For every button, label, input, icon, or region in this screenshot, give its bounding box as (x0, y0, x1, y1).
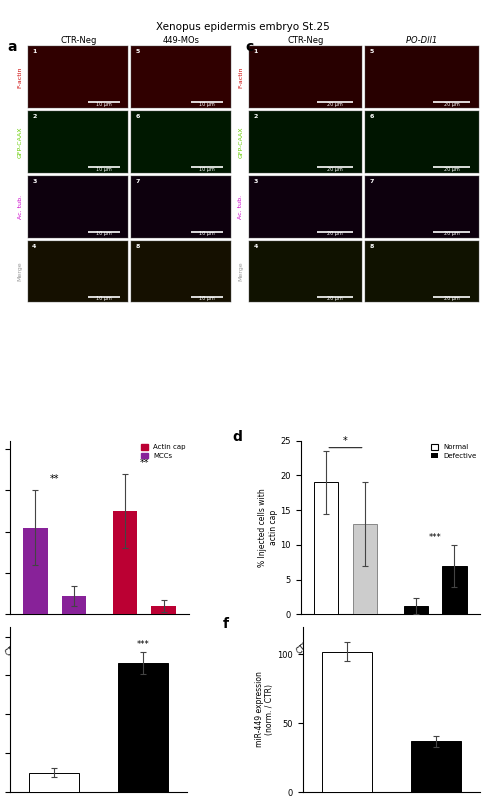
Text: 449-MOs: 449-MOs (42, 630, 74, 659)
Text: 1: 1 (32, 50, 36, 54)
Bar (151, 606, 175, 614)
Text: CTR-Neg: CTR-Neg (94, 630, 125, 658)
Text: 10 μm: 10 μm (96, 296, 112, 301)
Text: 5: 5 (369, 50, 373, 54)
Bar (314, 482, 338, 614)
Text: 4: 4 (32, 244, 36, 249)
Text: 3: 3 (32, 179, 36, 184)
Text: 10 μm: 10 μm (199, 231, 215, 236)
Bar (410, 741, 460, 792)
Text: **: ** (139, 458, 149, 468)
Text: PO-​Dll1: PO-​Dll1 (406, 36, 437, 45)
Text: PO-Dll1: PO-Dll1 (336, 628, 364, 654)
Text: 10 μm: 10 μm (199, 102, 215, 106)
Y-axis label: miR-449 expression
(norm. / CTR): miR-449 expression (norm. / CTR) (255, 671, 274, 747)
Text: ***: *** (428, 533, 441, 542)
Bar (403, 606, 427, 614)
Text: d: d (232, 430, 242, 444)
Text: Merge: Merge (238, 262, 243, 282)
Text: ***: *** (136, 640, 149, 650)
Text: 20 μm: 20 μm (443, 102, 458, 106)
Text: GFP-CAAX: GFP-CAAX (238, 126, 243, 158)
Text: 20 μm: 20 μm (443, 231, 458, 236)
Text: CTR-Neg: CTR-Neg (4, 630, 35, 658)
Bar (118, 663, 167, 792)
Bar (321, 652, 371, 792)
Text: 449-MOs: 449-MOs (163, 36, 199, 45)
Text: GFP-CAAX: GFP-CAAX (18, 126, 23, 158)
Text: 6: 6 (369, 114, 373, 119)
Text: 2: 2 (32, 114, 36, 119)
Text: 20 μm: 20 μm (327, 166, 342, 171)
Text: 1: 1 (253, 50, 257, 54)
Bar (352, 524, 376, 614)
Text: 5: 5 (135, 50, 139, 54)
Text: 8: 8 (135, 244, 139, 249)
Text: 8: 8 (369, 244, 373, 249)
Text: 20 μm: 20 μm (443, 296, 458, 301)
Text: 7: 7 (369, 179, 373, 184)
Bar (29, 773, 79, 792)
Text: F-actin: F-actin (238, 66, 243, 88)
Legend: Normal, Defective: Normal, Defective (430, 444, 476, 459)
Text: F-actin: F-actin (18, 66, 23, 88)
Legend: Actin cap, MCCs: Actin cap, MCCs (140, 444, 185, 459)
Text: 6: 6 (135, 114, 139, 119)
Text: 10 μm: 10 μm (96, 231, 112, 236)
Text: 10 μm: 10 μm (199, 296, 215, 301)
Text: 449-MOs: 449-MOs (132, 630, 163, 659)
Text: CTR-Neg: CTR-Neg (384, 628, 415, 657)
Bar (441, 566, 466, 614)
Text: CTR-Neg: CTR-Neg (295, 628, 326, 657)
Text: *: * (342, 436, 347, 446)
Bar (61, 596, 86, 614)
Bar (113, 511, 137, 614)
Bar (23, 528, 47, 614)
Text: 20 μm: 20 μm (443, 166, 458, 171)
Y-axis label: % Injected cells with
actin cap: % Injected cells with actin cap (257, 488, 277, 567)
Text: f: f (222, 617, 228, 631)
Text: a: a (7, 40, 17, 54)
Text: 20 μm: 20 μm (327, 231, 342, 236)
Text: PO-Dll1: PO-Dll1 (426, 628, 454, 654)
Text: 7: 7 (135, 179, 139, 184)
Text: 10 μm: 10 μm (96, 102, 112, 106)
Text: Ac. tub.: Ac. tub. (238, 194, 243, 219)
Text: 20 μm: 20 μm (327, 102, 342, 106)
Text: **: ** (50, 474, 59, 484)
Text: Merge: Merge (18, 262, 23, 282)
Text: CTR-Neg: CTR-Neg (287, 36, 323, 45)
Text: 20 μm: 20 μm (327, 296, 342, 301)
Text: Ac. tub.: Ac. tub. (18, 194, 23, 219)
Text: CTR-Neg: CTR-Neg (60, 36, 96, 45)
Text: c: c (244, 40, 253, 54)
Text: 4: 4 (253, 244, 257, 249)
Text: Xenopus epidermis embryo St.25: Xenopus epidermis embryo St.25 (155, 22, 329, 32)
Text: 10 μm: 10 μm (199, 166, 215, 171)
Text: 3: 3 (253, 179, 257, 184)
Text: 2: 2 (253, 114, 257, 119)
Text: 10 μm: 10 μm (96, 166, 112, 171)
